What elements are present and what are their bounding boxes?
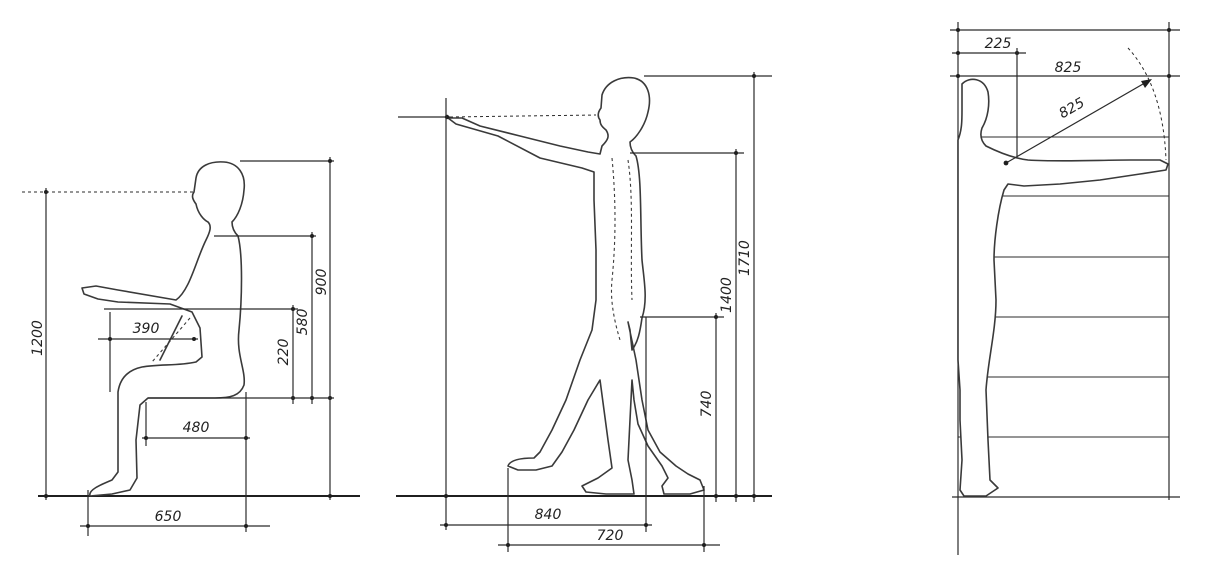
tick-mark	[144, 436, 148, 440]
seated-580-label: 580	[295, 309, 311, 336]
tick-mark	[192, 337, 196, 341]
tick-mark	[956, 28, 960, 32]
tick-mark	[956, 74, 960, 78]
walking-figure	[447, 76, 705, 495]
walking-1710-label: 1710	[737, 240, 753, 276]
tick-mark	[1167, 28, 1171, 32]
seated-390-label: 390	[133, 321, 160, 337]
standing-825-label: 825	[1055, 60, 1082, 76]
tick-mark	[444, 494, 448, 498]
walking-arm-contour	[610, 157, 621, 341]
tick-mark	[328, 494, 332, 498]
tick-mark	[734, 494, 738, 498]
seated-220-label: 220	[276, 339, 292, 366]
standing-figure-group: 225 825 825	[950, 22, 1180, 555]
tick-mark	[734, 151, 738, 155]
walking-reach-dashed-line	[449, 114, 597, 118]
standing-reach-radius-line	[1005, 79, 1151, 164]
tick-mark	[310, 234, 314, 238]
tick-mark	[44, 190, 48, 194]
tick-mark	[444, 523, 448, 527]
tick-mark	[752, 74, 756, 78]
standing-figure	[957, 78, 1169, 497]
tick-mark	[1003, 160, 1009, 166]
walking-1400-label: 1400	[719, 277, 735, 313]
walking-figure-group: 1710 1400 740 840 720	[396, 72, 772, 552]
tick-mark	[714, 315, 718, 319]
seated-650-label: 650	[155, 509, 182, 525]
seated-900-label: 900	[314, 269, 330, 296]
seated-forearm-edge	[159, 315, 183, 361]
tick-mark	[328, 159, 332, 163]
tick-mark	[44, 494, 48, 498]
tick-mark	[244, 524, 248, 528]
tick-mark	[108, 337, 112, 341]
seated-480-label: 480	[183, 420, 210, 436]
tick-mark	[644, 523, 648, 527]
standing-reach-arc	[1127, 47, 1167, 161]
seated-1200-label: 1200	[30, 320, 46, 356]
tick-mark	[291, 307, 295, 311]
seated-figure	[81, 161, 246, 497]
walking-torso-contour	[627, 159, 633, 301]
tick-mark	[86, 524, 90, 528]
walking-840-label: 840	[535, 507, 562, 523]
seated-arm-contour	[151, 317, 191, 363]
walking-720-label: 720	[597, 528, 624, 544]
arrowhead-icon	[1141, 79, 1152, 88]
standing-225-label: 225	[985, 36, 1012, 52]
tick-mark	[702, 543, 706, 547]
tick-mark	[506, 543, 510, 547]
walking-740-label: 740	[699, 391, 715, 418]
tick-mark	[1167, 74, 1171, 78]
tick-mark	[752, 494, 756, 498]
tick-mark	[956, 51, 960, 55]
seated-figure-group: 1200 900 580 220 390 480	[22, 157, 360, 536]
tick-mark	[714, 494, 718, 498]
tick-mark	[244, 436, 248, 440]
